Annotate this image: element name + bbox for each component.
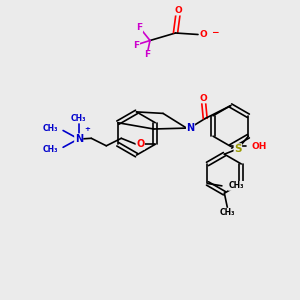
Text: N: N [75, 134, 83, 144]
Text: F: F [144, 50, 150, 59]
Text: O: O [136, 139, 144, 149]
Text: CH₃: CH₃ [220, 208, 235, 217]
Text: CH₃: CH₃ [43, 145, 58, 154]
Text: −: − [211, 28, 218, 37]
Text: CH₃: CH₃ [229, 181, 244, 190]
Text: CH₃: CH₃ [71, 114, 86, 123]
Text: OH: OH [252, 142, 267, 151]
Text: N: N [186, 122, 195, 133]
Text: +: + [85, 126, 91, 132]
Text: S: S [234, 144, 242, 154]
Text: CH₃: CH₃ [43, 124, 58, 133]
Text: O: O [174, 6, 182, 15]
Text: F: F [134, 40, 140, 50]
Text: O: O [200, 30, 207, 39]
Text: F: F [136, 23, 142, 32]
Text: O: O [200, 94, 208, 103]
